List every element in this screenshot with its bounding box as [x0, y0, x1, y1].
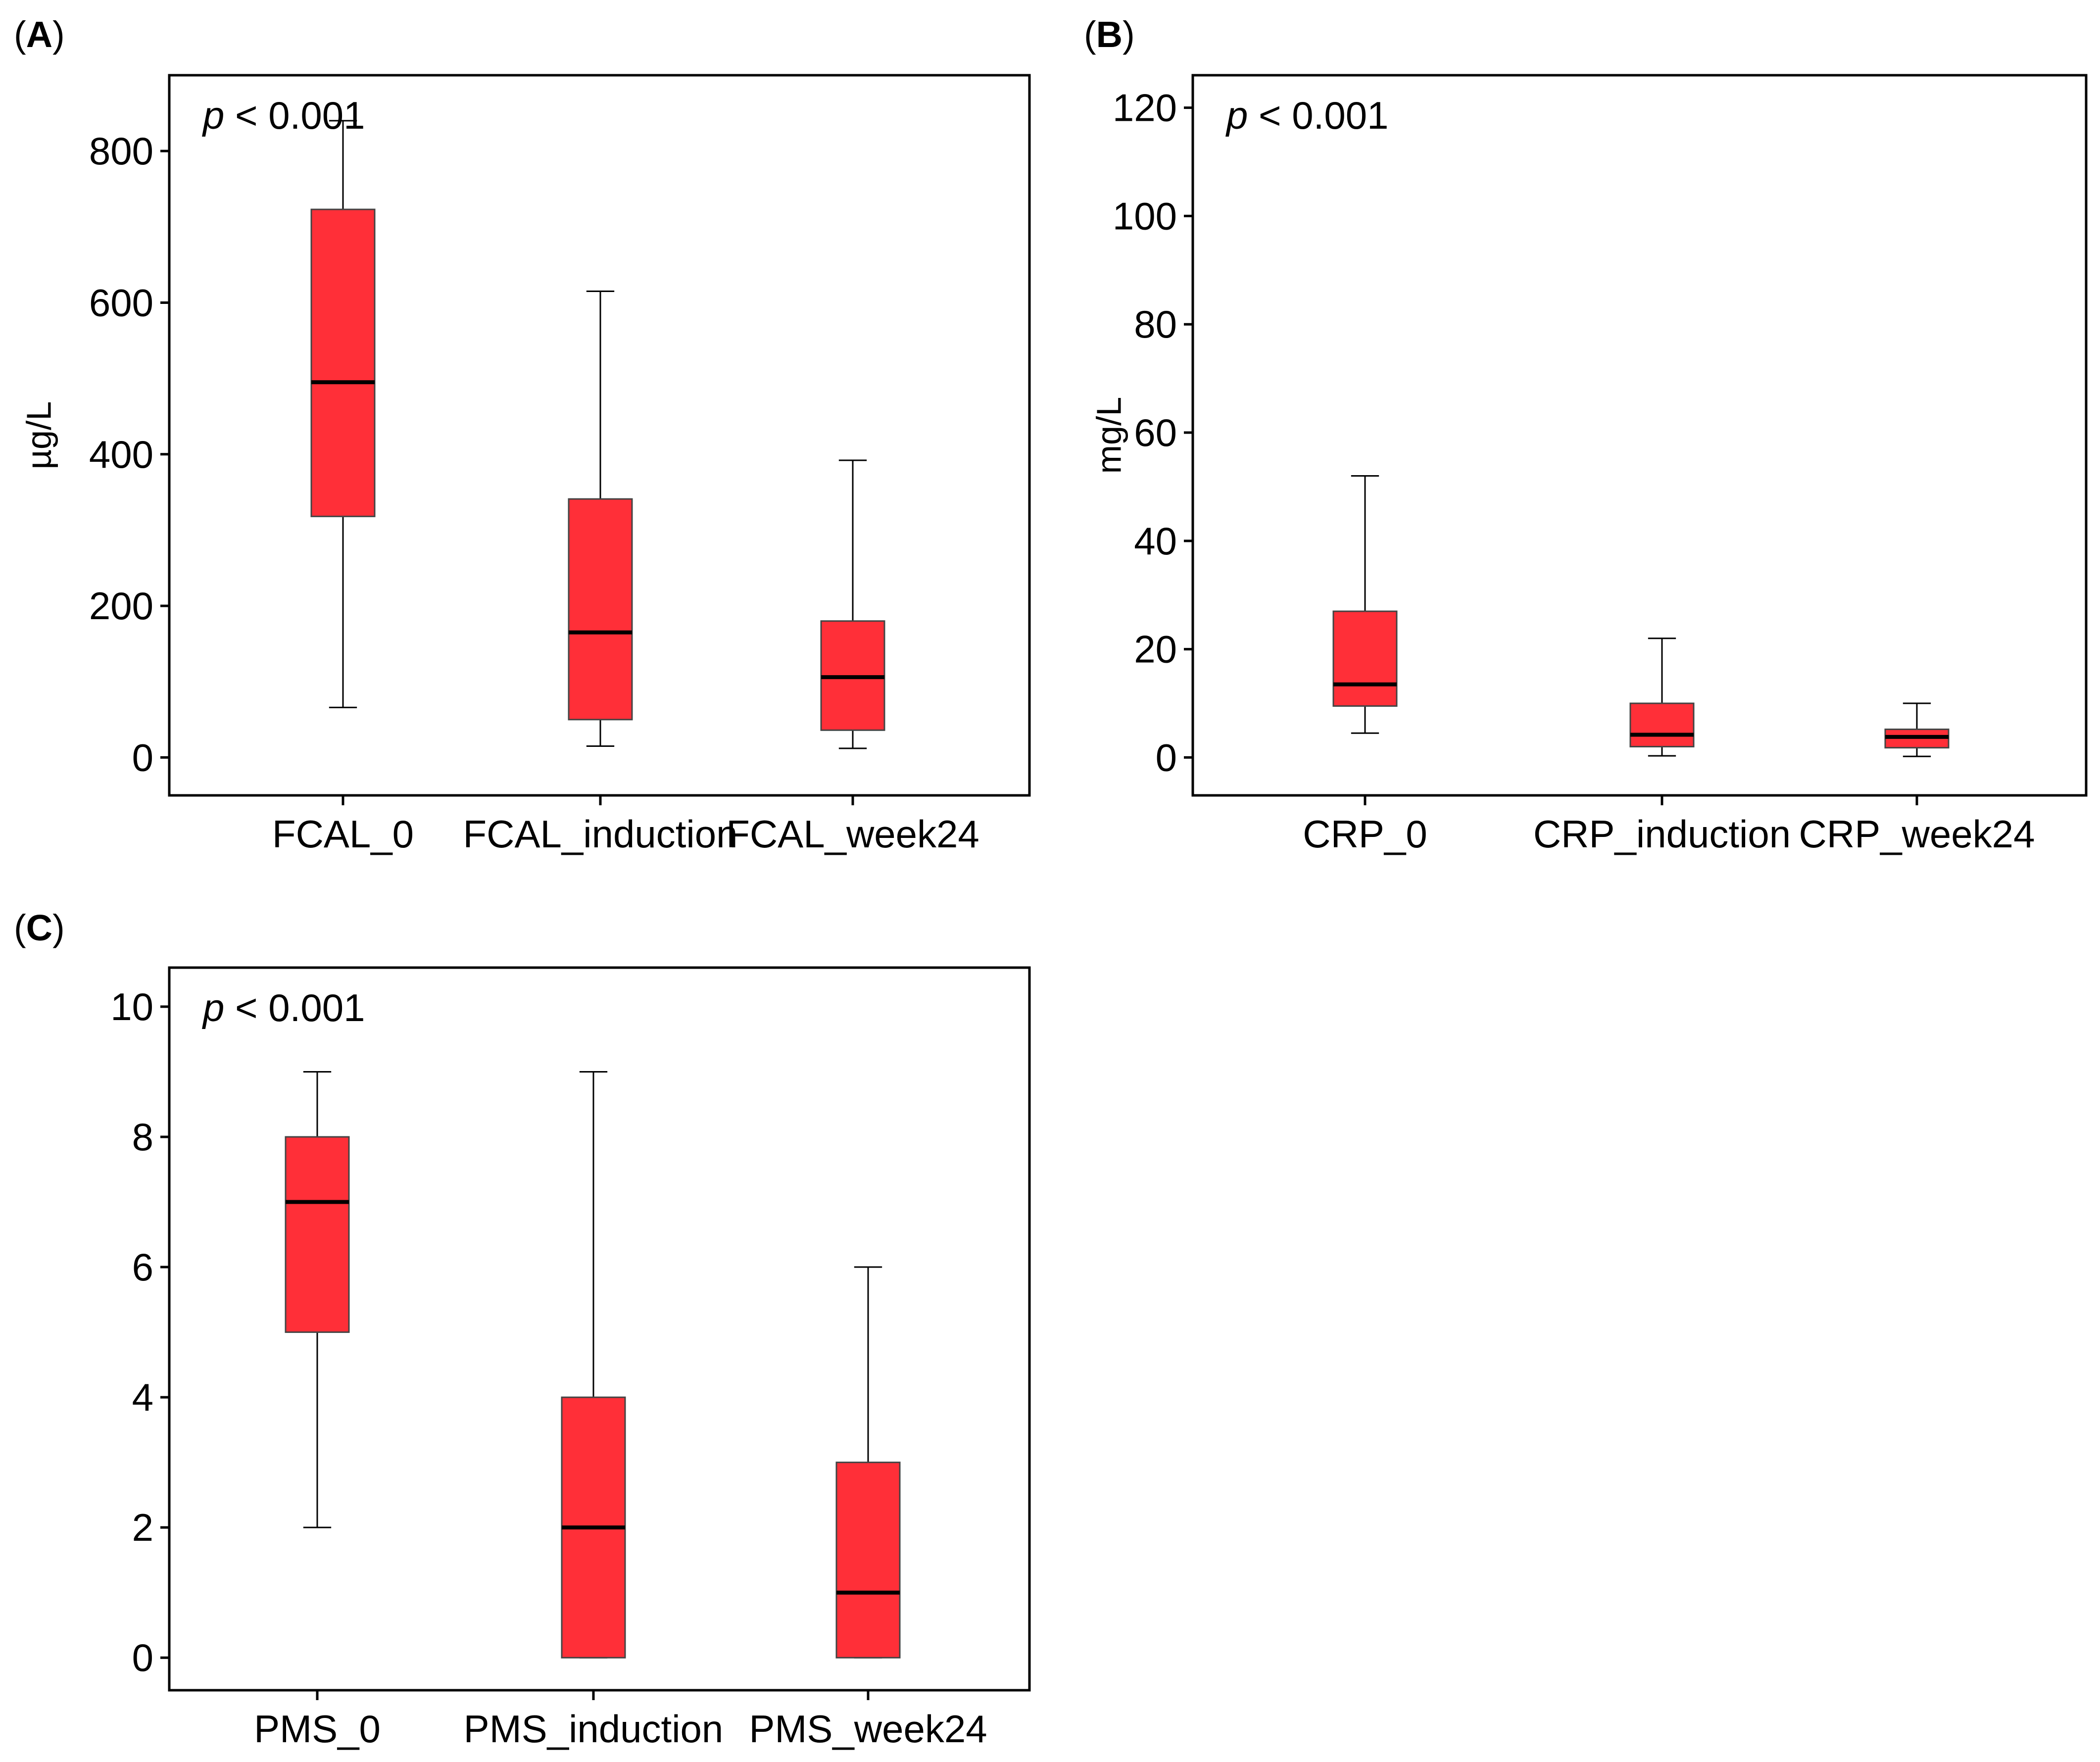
panel-a-p-symbol: p — [202, 94, 224, 137]
panel-b-ytick-label-80: 80 — [1134, 302, 1177, 346]
panel-c-xtick-label-pms-week24: PMS_week24 — [749, 1707, 987, 1751]
panel-b-ytick-label-0: 0 — [1156, 735, 1177, 779]
panel-c-ytick-label-2: 2 — [132, 1506, 153, 1549]
panel-c-iqr-box-pms-0 — [285, 1136, 350, 1333]
panel-a-boxplot: 0 200 400 600 800 µg/L p < 0.001 FCAL_0 FCAL_ind… — [20, 74, 1031, 856]
panel-c-ytick-label-0: 0 — [132, 1636, 153, 1679]
panel-b-p-rest: < 0.001 — [1248, 94, 1388, 137]
panel-label-c: (C) — [14, 907, 65, 948]
panel-c-boxplot: 0 2 4 6 8 10 p < 0.001 PMS_0 PMS_induction PMS_we… — [110, 966, 1031, 1751]
panel-b-box-crp-week24 — [1884, 702, 1950, 757]
panel-b-boxplot: 0 20 40 60 80 100 120 mg/L p < 0.001 CRP_0 CRP_ind… — [1090, 74, 2088, 856]
panel-b-plot-frame — [1191, 74, 2088, 797]
panel-b-ytick-label-60: 60 — [1134, 411, 1177, 454]
panel-a-ytick-label-400: 400 — [89, 433, 153, 476]
panel-b-xtick-label-crp-0: CRP_0 — [1303, 812, 1427, 856]
panel-a-xtick-label-fcal-0: FCAL_0 — [272, 812, 414, 856]
panel-c-p-rest: < 0.001 — [224, 986, 365, 1029]
panel-c-xtick-label-pms-0: PMS_0 — [254, 1707, 381, 1751]
panel-b-ytick-label-100: 100 — [1113, 194, 1177, 238]
panel-a-p-rest: < 0.001 — [224, 94, 365, 137]
panel-b-xtick-label-crp-induction: CRP_induction — [1533, 812, 1791, 856]
panel-b-p-value: p < 0.001 — [1225, 94, 1388, 137]
panel-c-ytick-label-8: 8 — [132, 1115, 153, 1159]
panel-a-iqr-box-fcal-0 — [310, 208, 376, 517]
panel-b-ytick-label-120: 120 — [1113, 86, 1177, 130]
panel-b-iqr-box-crp-0 — [1332, 610, 1398, 707]
panel-a-ytick-label-800: 800 — [89, 129, 153, 173]
panel-c-ytick-label-4: 4 — [132, 1375, 153, 1419]
panel-a-ytick-label-200: 200 — [89, 584, 153, 628]
panel-b-box-crp-0 — [1332, 475, 1398, 734]
panel-a-ytick-label-600: 600 — [89, 281, 153, 324]
panel-a-xtick-label-fcal-week24: FCAL_week24 — [726, 812, 979, 856]
panel-a-ylabel: µg/L — [20, 401, 58, 470]
panel-c-plot-frame — [168, 966, 1031, 1692]
panel-b-iqr-box-crp-induction — [1629, 702, 1695, 748]
panel-c-ytick-label-6: 6 — [132, 1245, 153, 1289]
panel-b-ylabel: mg/L — [1090, 397, 1128, 474]
panel-c-iqr-box-pms-week24 — [835, 1462, 901, 1659]
panel-c-p-symbol: p — [202, 986, 224, 1029]
panel-b-xtick-label-crp-week24: CRP_week24 — [1799, 812, 2035, 856]
panel-a-p-value: p < 0.001 — [202, 94, 365, 137]
panel-a-iqr-box-fcal-induction — [568, 498, 633, 721]
panel-b-ytick-label-40: 40 — [1134, 519, 1177, 563]
panel-c-p-value: p < 0.001 — [202, 986, 365, 1029]
panel-a-ytick-label-0: 0 — [132, 735, 153, 779]
panel-c-box-pms-week24 — [835, 1266, 901, 1659]
panel-b-p-symbol: p — [1225, 94, 1248, 137]
panel-label-b: (B) — [1084, 14, 1135, 55]
panel-b-box-crp-induction — [1629, 637, 1695, 757]
panel-c-box-pms-0 — [285, 1071, 350, 1528]
panel-label-a: (A) — [14, 14, 65, 55]
panel-a-box-fcal-0 — [310, 120, 376, 708]
panel-b-ytick-label-20: 20 — [1134, 628, 1177, 671]
panel-c-ytick-label-10: 10 — [110, 985, 153, 1028]
panel-a-box-fcal-induction — [568, 291, 633, 747]
panel-a-xtick-label-fcal-induction: FCAL_induction — [463, 812, 738, 856]
panel-c-xtick-label-pms-induction: PMS_induction — [464, 1707, 724, 1751]
panel-a-box-fcal-week24 — [820, 459, 885, 749]
panel-c-box-pms-induction — [561, 1071, 626, 1659]
